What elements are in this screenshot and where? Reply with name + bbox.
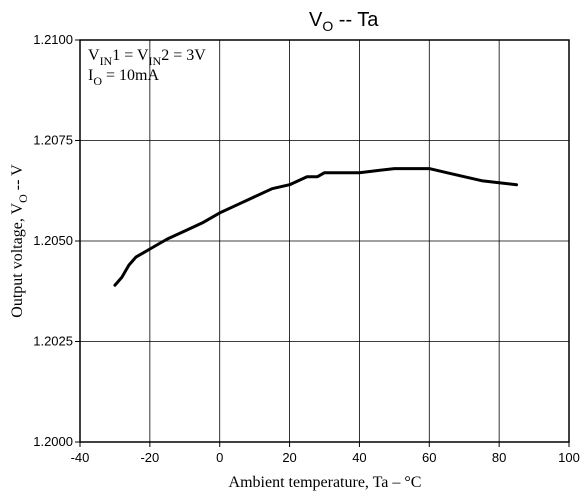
y-ticks: 1.2000 1.2025 1.2050 1.2075 1.2100 xyxy=(33,32,80,449)
x-tick-label: 100 xyxy=(558,450,580,465)
series-group xyxy=(113,167,519,287)
x-ticks: -40 -20 0 20 40 60 80 100 xyxy=(71,442,580,465)
x-tick-label: 20 xyxy=(282,450,296,465)
x-tick-label: 80 xyxy=(492,450,506,465)
x-tick-label: 60 xyxy=(422,450,436,465)
grid xyxy=(80,40,569,442)
annotation-vin: VIN1 = VIN2 = 3V xyxy=(88,47,206,68)
x-tick-label: 40 xyxy=(352,450,366,465)
y-tick-label: 1.2075 xyxy=(33,133,73,148)
y-axis-label: Output voltage, VO -- V xyxy=(9,164,30,318)
x-axis-label: Ambient temperature, Ta – °C xyxy=(229,474,422,491)
y-tick-label: 1.2050 xyxy=(33,233,73,248)
y-tick-label: 1.2100 xyxy=(33,32,73,47)
series-line-0 xyxy=(113,167,519,287)
x-tick-label: -40 xyxy=(71,450,90,465)
y-tick-label: 1.2025 xyxy=(33,334,73,349)
annotation-io: IO = 10mA xyxy=(88,67,159,88)
x-tick-label: -20 xyxy=(140,450,159,465)
y-tick-label: 1.2000 xyxy=(33,434,73,449)
x-tick-label: 0 xyxy=(216,450,223,465)
chart-title: VO -- Ta xyxy=(309,9,379,34)
